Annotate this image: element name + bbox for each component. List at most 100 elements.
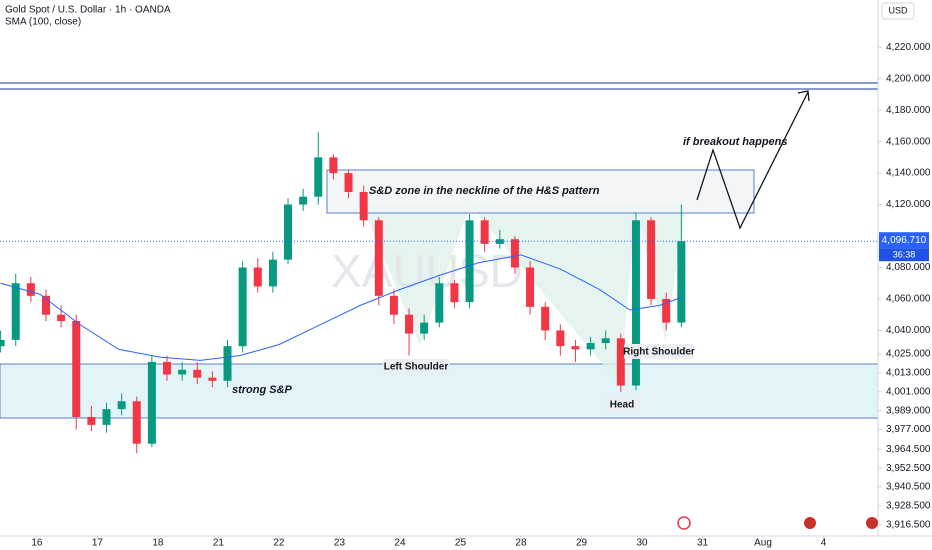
x-tick-label: 16	[31, 538, 43, 549]
x-tick-label: 21	[213, 538, 225, 549]
y-tick-label: 4,040.000	[886, 325, 931, 336]
candle-body	[405, 314, 414, 334]
x-tick-label: Aug	[754, 538, 772, 549]
currency: USD	[888, 5, 908, 15]
y-tick-label: 4,220.000	[886, 42, 931, 53]
candle-body	[631, 220, 640, 386]
y-tick-label: 4,013.000	[886, 368, 931, 379]
candle-body	[178, 369, 187, 375]
y-tick-label: 3,916.500	[886, 519, 931, 530]
countdown: 36:38	[893, 250, 916, 260]
candle-body	[465, 220, 474, 303]
candle-body	[163, 361, 172, 375]
annotation: if breakout happens	[683, 136, 788, 148]
candle-body	[57, 314, 66, 321]
event-icon[interactable]	[866, 517, 878, 529]
y-tick-label: 4,001.000	[886, 386, 931, 397]
candle-body	[253, 267, 262, 287]
candle-body	[662, 298, 671, 323]
x-tick-label: 30	[636, 538, 648, 549]
candle-body	[117, 401, 126, 410]
last-price-box	[879, 232, 929, 249]
candle-body	[571, 346, 580, 350]
event-icon[interactable]	[677, 516, 691, 530]
annotation: S&D zone in the neckline of the H&S patt…	[369, 185, 600, 197]
candle-body	[601, 338, 610, 344]
event-icon[interactable]	[804, 517, 816, 529]
y-tick-label: 4,060.000	[886, 294, 931, 305]
last-price-label: 4,096.710	[882, 235, 927, 246]
y-tick-label: 3,952.500	[886, 463, 931, 474]
candle-body	[193, 369, 202, 378]
x-tick-label: 23	[334, 538, 346, 549]
x-tick-label: 17	[92, 538, 104, 549]
x-tick-label: 22	[273, 538, 285, 549]
watermark: XAUUSD	[331, 245, 523, 297]
candle-body	[616, 338, 625, 386]
candle-body	[677, 241, 686, 323]
candle-body	[268, 259, 277, 287]
candle-body	[389, 295, 398, 315]
candle-body	[586, 343, 595, 350]
label-bg	[624, 344, 694, 359]
price-axis	[878, 0, 932, 550]
pattern-label: Left Shoulder	[384, 362, 449, 373]
arrow-head	[797, 90, 810, 102]
breakout-path	[696, 91, 809, 230]
candle-body	[26, 283, 35, 296]
pattern-shade	[362, 205, 470, 345]
y-tick-label: 4,200.000	[886, 73, 931, 84]
currency-button[interactable]	[881, 2, 915, 20]
y-tick-label: 3,989.000	[886, 405, 931, 416]
candle-body	[374, 220, 383, 296]
y-tick-label: 3,928.500	[886, 501, 931, 512]
candle-body	[87, 416, 96, 425]
candle-body	[450, 283, 459, 303]
candle-body	[102, 409, 111, 425]
x-tick-label: 25	[455, 538, 467, 549]
candle-body	[208, 377, 217, 381]
pattern-label: Head	[610, 400, 634, 411]
y-tick-label: 4,180.000	[886, 105, 931, 116]
candle-body	[223, 346, 232, 381]
x-tick-label: 28	[515, 538, 527, 549]
y-tick-label: 4,025.000	[886, 349, 931, 360]
y-tick-label: 4,140.000	[886, 168, 931, 179]
label-bg	[383, 359, 450, 374]
x-tick-label: 4	[821, 538, 827, 549]
candle-body	[11, 283, 20, 340]
candle-body	[556, 330, 565, 347]
label-bg	[607, 397, 638, 412]
candle-body	[0, 339, 5, 347]
candle-body	[420, 322, 429, 334]
candle-body	[510, 239, 519, 268]
y-tick-label: 3,940.500	[886, 482, 931, 493]
title: Gold Spot / U.S. Dollar · 1h · OANDA	[5, 5, 171, 16]
y-tick-label: 4,160.000	[886, 136, 931, 147]
pattern-label: Right Shoulder	[623, 347, 695, 358]
x-tick-label: 18	[152, 538, 164, 549]
sma-line	[0, 254, 682, 361]
y-tick-label: 4,080.000	[886, 262, 931, 273]
candle-body	[647, 220, 656, 299]
countdown-box	[879, 248, 929, 262]
indicator: SMA (100, close)	[5, 17, 81, 28]
candle-body	[238, 267, 247, 347]
candle-body	[480, 220, 489, 244]
candle-body	[132, 401, 141, 444]
candle-body	[495, 239, 504, 244]
candle-body	[147, 361, 156, 444]
x-tick-label: 29	[576, 538, 588, 549]
y-tick-label: 3,964.500	[886, 444, 931, 455]
x-tick-label: 31	[697, 538, 709, 549]
candle-body	[72, 321, 81, 417]
sd-zone	[326, 169, 755, 214]
candle-body	[541, 306, 550, 331]
candle-body	[526, 267, 535, 307]
annotation: strong S&P	[232, 384, 293, 396]
candle-body	[41, 295, 50, 315]
candle-body	[359, 191, 368, 221]
candle-body	[314, 157, 323, 197]
y-tick-label: 4,120.000	[886, 199, 931, 210]
